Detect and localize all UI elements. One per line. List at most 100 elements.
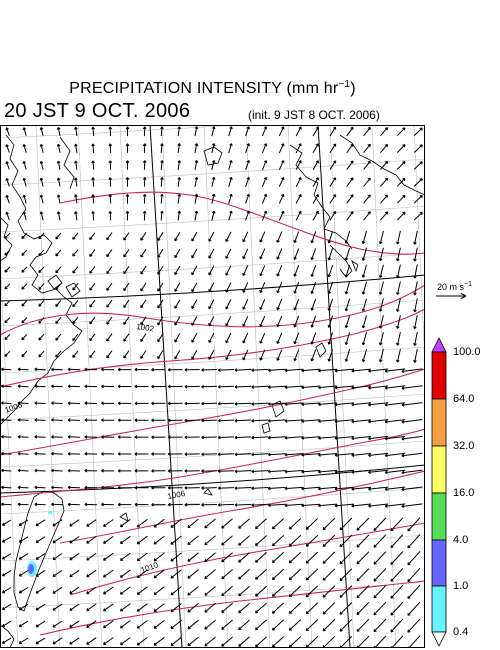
wind-vector bbox=[52, 553, 63, 560]
wind-vector bbox=[72, 283, 79, 291]
wind-vector bbox=[38, 283, 45, 290]
wind-vector bbox=[351, 419, 372, 424]
wind-vector bbox=[413, 161, 423, 170]
wind-vector bbox=[34, 401, 46, 405]
wind-vector bbox=[373, 534, 387, 548]
wind-vector bbox=[170, 603, 182, 613]
wind-vector bbox=[52, 519, 63, 527]
wind-vector bbox=[251, 452, 269, 457]
legend-under-triangle bbox=[431, 631, 447, 647]
wind-vector bbox=[84, 468, 98, 473]
wind-vector bbox=[363, 194, 371, 204]
wind-vector bbox=[245, 210, 250, 221]
wind-vector bbox=[174, 350, 181, 360]
wind-vector bbox=[140, 350, 147, 359]
wind-vector bbox=[151, 401, 166, 406]
weather-map: 1002 1006 1006 1010 bbox=[0, 125, 425, 648]
wind-vector bbox=[288, 551, 302, 564]
wind-vector bbox=[318, 503, 337, 508]
wind-vector bbox=[201, 435, 217, 440]
wind-vector bbox=[119, 620, 131, 629]
wind-vector bbox=[293, 332, 300, 345]
wind-vector bbox=[351, 436, 372, 441]
wind-vector bbox=[208, 265, 215, 276]
wind-vector bbox=[69, 586, 80, 594]
precip-legend bbox=[431, 337, 447, 647]
wind-vector bbox=[1, 502, 12, 507]
wind-vector bbox=[242, 315, 249, 327]
wind-vector bbox=[413, 247, 418, 262]
wind-vector bbox=[413, 144, 423, 153]
wind-vector bbox=[334, 453, 354, 457]
wind-vector bbox=[1, 620, 12, 627]
wind-vector bbox=[117, 435, 132, 439]
wind-vector bbox=[346, 143, 354, 154]
wind-vector bbox=[251, 486, 269, 491]
wind-vector bbox=[142, 193, 147, 204]
wind-vector bbox=[17, 502, 29, 507]
wind-vector bbox=[106, 350, 113, 359]
grid-lat-line bbox=[0, 158, 425, 186]
wind-vector bbox=[396, 127, 406, 137]
wind-vector bbox=[413, 348, 418, 363]
wind-vector bbox=[221, 535, 233, 546]
wind-vector bbox=[38, 317, 45, 324]
isobar-label-1006-b: 1006 bbox=[167, 489, 187, 501]
wind-vector bbox=[187, 569, 199, 579]
wind-vector bbox=[255, 619, 268, 631]
wind-vector bbox=[344, 264, 351, 278]
wind-vector bbox=[34, 485, 46, 490]
wind-vector bbox=[217, 401, 235, 406]
wind-vector bbox=[167, 452, 183, 456]
wind-vector bbox=[194, 176, 199, 187]
wind-vector bbox=[384, 503, 406, 508]
wind-vector bbox=[35, 586, 46, 594]
wind-vector bbox=[108, 126, 113, 137]
wind-vector bbox=[225, 299, 232, 310]
wind-vector bbox=[72, 249, 79, 257]
wind-vector bbox=[208, 332, 215, 343]
wind-vector bbox=[317, 453, 337, 457]
wind-vector bbox=[271, 619, 285, 631]
wind-vector bbox=[228, 193, 233, 204]
wind-vector bbox=[35, 603, 46, 611]
wind-vector bbox=[380, 127, 389, 137]
wind-vector bbox=[361, 281, 367, 295]
wind-vector bbox=[217, 368, 235, 372]
wind-vector bbox=[55, 249, 62, 257]
wind-vector bbox=[177, 210, 181, 221]
wind-vector bbox=[187, 552, 199, 562]
wind-vector bbox=[204, 535, 216, 546]
wind-vector bbox=[101, 468, 115, 473]
wind-vector bbox=[51, 485, 63, 490]
wind-vector bbox=[119, 518, 131, 528]
wind-vector bbox=[271, 602, 285, 614]
wind-vector bbox=[39, 177, 44, 187]
wind-vector bbox=[363, 211, 371, 221]
wind-vector bbox=[117, 502, 132, 507]
wind-vector bbox=[51, 435, 63, 439]
wind-vector bbox=[201, 384, 217, 389]
wind-vector bbox=[91, 143, 95, 153]
wind-vector bbox=[55, 350, 62, 358]
wind-vector bbox=[351, 368, 372, 373]
wind-vector bbox=[134, 452, 149, 456]
taiwan-coast bbox=[13, 490, 65, 612]
wind-vector bbox=[101, 485, 115, 490]
wind-vector bbox=[160, 126, 164, 137]
wind-vector bbox=[160, 177, 164, 187]
wind-vector bbox=[301, 486, 320, 491]
wind-vector bbox=[334, 503, 354, 508]
wind-vector bbox=[187, 619, 199, 630]
wind-vector bbox=[245, 176, 250, 187]
wind-vector bbox=[69, 637, 80, 645]
wind-vector bbox=[346, 177, 354, 187]
wind-vector bbox=[140, 316, 147, 326]
wind-vector bbox=[327, 349, 334, 362]
wind-vector bbox=[401, 486, 423, 492]
wind-vector bbox=[123, 249, 130, 258]
wind-vector bbox=[255, 585, 268, 597]
legend-label-100: 100.0 bbox=[453, 346, 481, 358]
wind-vector bbox=[368, 385, 389, 390]
wind-vector bbox=[278, 210, 285, 221]
